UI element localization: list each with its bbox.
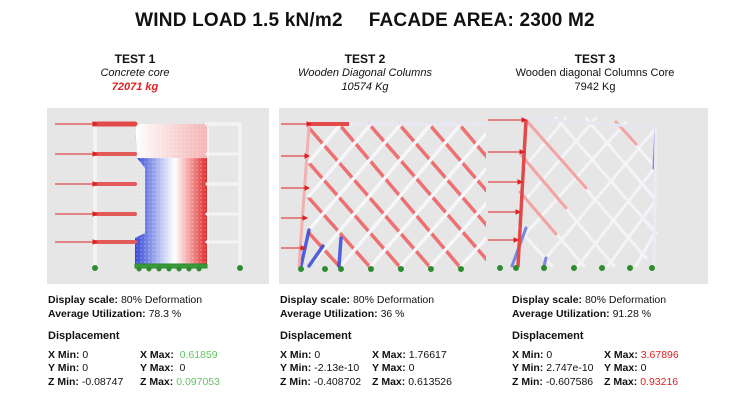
test3-xmin-label: X Min:	[512, 348, 544, 361]
test2-ymin: -2.13e-10	[314, 362, 360, 374]
facade-area-title: FACADE AREA: 2300 M2	[368, 10, 595, 31]
test1-structure-diagram	[47, 108, 269, 284]
test1-ymax: 0	[179, 362, 186, 374]
test1-zmax: 0.097053	[176, 375, 220, 388]
test1-xmin: 0	[82, 348, 89, 361]
test3-ymax: 0	[640, 362, 647, 374]
test1-zmax-label: Z Max:	[140, 375, 174, 388]
test3-display-scale: 80% Deformation	[584, 294, 667, 306]
test2-name: TEST 2	[344, 52, 386, 66]
page-title: WIND LOAD 1.5 kN/m2 FACADE AREA: 2300 M2	[0, 10, 730, 32]
test1-stats: Display scale: 80% Deformation Average U…	[48, 294, 274, 389]
test2-ymin-label: Y Min:	[280, 362, 312, 374]
test2-stats: Display scale: 80% Deformation Average U…	[280, 294, 506, 389]
test1-xmax: 0.61859	[179, 348, 218, 361]
test3-xmax-label: X Max:	[604, 348, 638, 361]
test3-avg-util-label: Average Utilization:	[512, 307, 610, 320]
test2-xmin-label: X Min:	[280, 348, 312, 361]
test2-display-scale-label: Display scale:	[280, 294, 351, 306]
test3-header: TEST 3 Wooden diagonal Columns Core 7942…	[480, 52, 710, 94]
test2-display-scale: 80% Deformation	[352, 294, 435, 306]
test2-zmax: 0.613526	[408, 375, 452, 388]
test2-avg-util: 36 %	[380, 307, 405, 320]
test2-avg-util-label: Average Utilization:	[280, 307, 378, 320]
test1-subtitle: Concrete core	[100, 67, 170, 79]
test2-ymax: 0	[408, 362, 415, 374]
test3-name: TEST 3	[574, 52, 616, 66]
test3-zmax: 0.93216	[640, 375, 679, 388]
test3-ymin-label: Y Min:	[512, 362, 544, 374]
wind-load-title: WIND LOAD 1.5 kN/m2	[135, 10, 343, 31]
test1-display-scale: 80% Deformation	[120, 294, 203, 306]
test3-displacement-heading: Displacement	[512, 330, 584, 342]
test3-ymax-label: Y Max:	[604, 362, 638, 374]
test3-avg-util: 91.28 %	[612, 307, 652, 320]
test2-zmin-label: Z Min:	[280, 375, 311, 388]
test1-display-scale-label: Display scale:	[48, 294, 119, 306]
test2-zmin: -0.408702	[313, 375, 362, 388]
test3-zmax-label: Z Max:	[604, 375, 638, 388]
test3-stats: Display scale: 80% Deformation Average U…	[512, 294, 730, 389]
test1-ymin: 0	[82, 362, 89, 374]
test1-zmin: -0.08747	[81, 375, 124, 388]
test2-xmax-label: X Max:	[372, 348, 406, 361]
test3-zmin-label: Z Min:	[512, 375, 543, 388]
test2-structure-diagram	[279, 108, 501, 284]
test3-zmin: -0.607586	[545, 375, 594, 388]
test1-header: TEST 1 Concrete core 72071 kg	[20, 52, 250, 94]
test1-xmax-label: X Max:	[140, 348, 174, 361]
test2-xmin: 0	[314, 348, 321, 361]
test3-subtitle: Wooden diagonal Columns Core	[515, 67, 675, 79]
test3-structure-diagram	[486, 108, 708, 284]
test3-display-scale-label: Display scale:	[512, 294, 583, 306]
test1-name: TEST 1	[114, 52, 156, 66]
test3-xmax: 3.67896	[640, 348, 679, 361]
test1-avg-util-label: Average Utilization:	[48, 307, 146, 320]
test2-weight: 10574 Kg	[341, 81, 389, 93]
test2-xmax: 1.76617	[408, 348, 447, 361]
test1-avg-util: 78.3 %	[148, 307, 182, 320]
test3-ymin: 2.747e-10	[546, 362, 594, 374]
test2-zmax-label: Z Max:	[372, 375, 406, 388]
test2-displacement-heading: Displacement	[280, 330, 352, 342]
test1-weight: 72071 kg	[111, 81, 159, 93]
test2-ymax-label: Y Max:	[372, 362, 406, 374]
test3-xmin: 0	[546, 348, 553, 361]
test1-ymax-label: Y Max:	[140, 362, 174, 374]
test2-subtitle: Wooden Diagonal Columns	[298, 67, 432, 79]
test3-weight: 7942 Kg	[574, 81, 616, 93]
test1-xmin-label: X Min:	[48, 348, 80, 361]
test1-zmin-label: Z Min:	[48, 375, 79, 388]
test2-header: TEST 2 Wooden Diagonal Columns 10574 Kg	[250, 52, 480, 94]
test1-ymin-label: Y Min:	[48, 362, 80, 374]
test1-displacement-heading: Displacement	[48, 330, 120, 342]
